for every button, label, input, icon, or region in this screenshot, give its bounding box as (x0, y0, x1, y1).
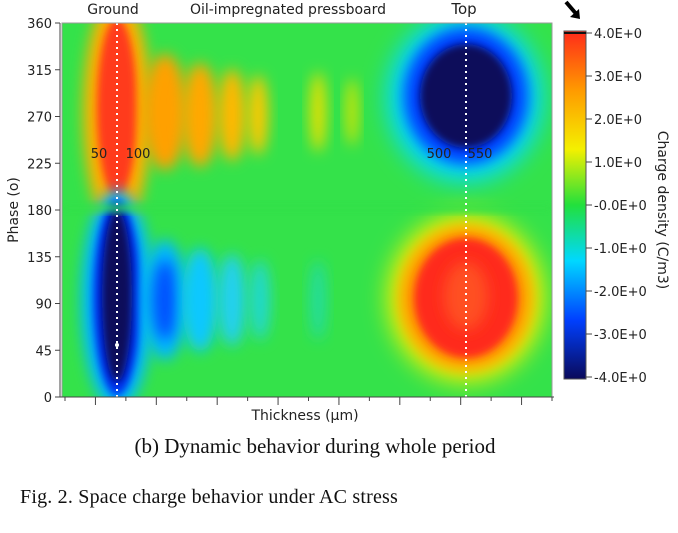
subfigure-caption: (b) Dynamic behavior during whole period (134, 434, 496, 458)
colorbar-ticks: -4.0E+0 -3.0E+0 -2.0E+0 -1.0E+0 -0.0E+0 1.0E+… (586, 27, 647, 386)
ground-label: Ground (87, 2, 139, 18)
pressboard-label: Oil-impregnated pressboard (190, 2, 386, 18)
colorbar-tick-label: 2.0E+0 (594, 113, 642, 128)
y-tick-label: 225 (27, 157, 52, 172)
y-tick-label: 315 (27, 64, 52, 79)
annotation-50: 50 (91, 147, 108, 162)
y-tick-label: 180 (27, 204, 52, 219)
colorbar-tick-label: 1.0E+0 (594, 156, 642, 171)
arrow-head-icon (570, 9, 580, 19)
y-axis-title: Phase (o) (6, 177, 22, 243)
colorbar-tick-label: -1.0E+0 (594, 242, 647, 257)
y-tick-label: 135 (27, 251, 52, 266)
annotation-100: 100 (126, 147, 151, 162)
phase-180-band (62, 204, 552, 212)
colorbar-tick-label: -3.0E+0 (594, 328, 647, 343)
annotation-500: 500 (427, 147, 452, 162)
x-axis-ticks (64, 397, 553, 405)
heatmap-field (62, 23, 552, 397)
y-tick-label: 360 (27, 17, 52, 32)
colorbar-tick-label: 3.0E+0 (594, 70, 642, 85)
y-tick-label: 270 (27, 111, 52, 126)
colorbar-tick-label: -2.0E+0 (594, 285, 647, 300)
colorbar (563, 30, 587, 380)
top-label: Top (450, 0, 476, 18)
colorbar-tick-label: -0.0E+0 (594, 199, 647, 214)
y-tick-label: 0 (44, 391, 52, 406)
annotation-550: 550 (468, 147, 493, 162)
colorbar-tick-label: 4.0E+0 (594, 27, 642, 42)
x-axis-title: Thickness (μm) (250, 408, 358, 424)
y-tick-label: 90 (35, 298, 52, 313)
colorbar-title: Charge density (C/m3) (654, 131, 670, 289)
figure-caption: Fig. 2. Space charge behavior under AC s… (20, 486, 398, 508)
colorbar-tick-label: -4.0E+0 (594, 371, 647, 386)
y-tick-label: 45 (35, 344, 52, 359)
y-axis-ticks: 0 45 90 135 180 225 270 315 360 (27, 17, 60, 406)
top-positive-region (388, 214, 544, 382)
marker-dot (115, 343, 119, 347)
